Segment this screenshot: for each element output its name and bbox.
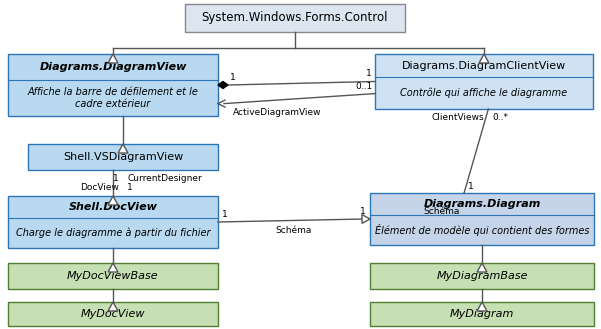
Bar <box>370 302 594 326</box>
Text: System.Windows.Forms.Control: System.Windows.Forms.Control <box>202 12 388 24</box>
Polygon shape <box>477 302 487 311</box>
Text: MyDocView: MyDocView <box>81 309 145 319</box>
Text: MyDiagramBase: MyDiagramBase <box>436 271 528 281</box>
Text: 1: 1 <box>468 182 474 191</box>
Polygon shape <box>108 263 118 272</box>
Bar <box>8 263 218 289</box>
Text: 0..*: 0..* <box>492 113 508 122</box>
Text: CurrentDesigner: CurrentDesigner <box>127 174 202 183</box>
Polygon shape <box>218 82 228 89</box>
Text: Contrôle qui affiche le diagramme: Contrôle qui affiche le diagramme <box>400 88 567 98</box>
Text: Diagrams.DiagramClientView: Diagrams.DiagramClientView <box>402 61 566 70</box>
Polygon shape <box>479 54 489 63</box>
Polygon shape <box>477 263 487 272</box>
Polygon shape <box>362 215 370 223</box>
Text: DocView: DocView <box>80 183 119 192</box>
Text: Diagrams.DiagramView: Diagrams.DiagramView <box>39 62 187 72</box>
Bar <box>8 54 218 116</box>
Text: 1: 1 <box>230 73 236 82</box>
Polygon shape <box>118 144 128 153</box>
Text: Shell.VSDiagramView: Shell.VSDiagramView <box>63 152 183 162</box>
Bar <box>370 193 594 245</box>
Polygon shape <box>108 302 118 311</box>
Text: 1: 1 <box>366 69 372 79</box>
Text: 0..1: 0..1 <box>356 82 373 90</box>
Text: ActiveDiagramView: ActiveDiagramView <box>233 108 322 116</box>
Text: ClientViews: ClientViews <box>432 113 484 122</box>
Bar <box>375 54 593 109</box>
Text: Shell.DocView: Shell.DocView <box>69 202 157 212</box>
Bar <box>8 302 218 326</box>
Text: 1: 1 <box>113 174 119 183</box>
Text: 1: 1 <box>222 210 228 219</box>
Text: 1: 1 <box>360 207 366 216</box>
Polygon shape <box>108 54 118 63</box>
Bar <box>8 196 218 248</box>
Bar <box>185 4 405 32</box>
Text: Affiche la barre de défilement et le
cadre extérieur: Affiche la barre de défilement et le cad… <box>28 87 198 109</box>
Text: Schéma: Schéma <box>276 226 312 235</box>
Text: Charge le diagramme à partir du fichier: Charge le diagramme à partir du fichier <box>16 228 210 238</box>
Text: Schéma: Schéma <box>424 207 460 216</box>
Text: MyDocViewBase: MyDocViewBase <box>67 271 159 281</box>
Polygon shape <box>108 196 118 205</box>
Bar <box>28 144 218 170</box>
Text: 1: 1 <box>127 183 133 192</box>
Bar <box>370 263 594 289</box>
Text: MyDiagram: MyDiagram <box>450 309 514 319</box>
Text: Diagrams.Diagram: Diagrams.Diagram <box>423 199 541 209</box>
Text: Élément de modèle qui contient des formes: Élément de modèle qui contient des forme… <box>375 224 589 236</box>
